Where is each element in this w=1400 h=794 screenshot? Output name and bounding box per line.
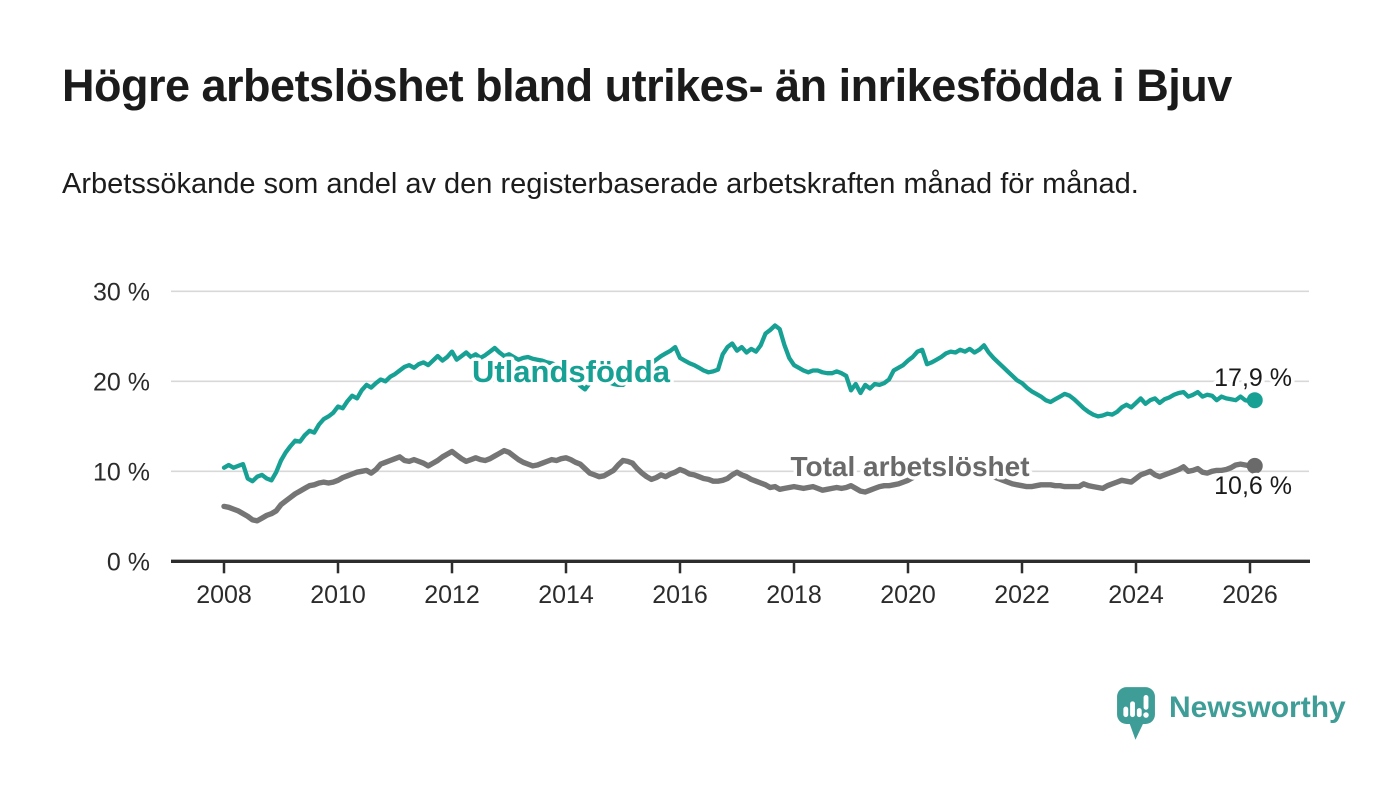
x-axis-label: 2022	[994, 581, 1050, 609]
x-axis-label: 2026	[1222, 581, 1278, 609]
end-dot-total	[1246, 457, 1263, 474]
x-axis-label: 2024	[1108, 581, 1164, 609]
value-label-utlandsfodda: 17,9 %	[1214, 364, 1292, 392]
series-lines	[221, 323, 1263, 524]
series-label-utlandsfodda: Utlandsfödda	[472, 354, 671, 389]
x-axis-label: 2018	[766, 581, 822, 609]
series-line-utlandsfodda	[221, 323, 1257, 484]
y-axis-label: 0 %	[107, 548, 150, 576]
end-dot-utlandsfodda	[1246, 392, 1263, 409]
gridlines-and-axis-labels: 0 % 10 % 20 % 30 %	[93, 278, 1309, 576]
brand-wordmark: Newsworthy	[1169, 691, 1346, 724]
speech-bubble-chart-icon	[1117, 687, 1155, 740]
page-title: Högre arbetslöshet bland utrikes- än inr…	[62, 60, 1232, 111]
y-axis-label: 20 %	[93, 368, 150, 396]
newsworthy-logo: Newsworthy	[1116, 686, 1346, 743]
y-axis-label: 10 %	[93, 458, 150, 486]
value-label-total: 10,6 %	[1214, 472, 1292, 500]
x-axis-label: 2016	[652, 581, 708, 609]
x-axis-label: 2012	[424, 581, 480, 609]
newsworthy-logo-icon	[1117, 687, 1155, 740]
x-axis-label: 2020	[880, 581, 936, 609]
x-axis-label: 2010	[310, 581, 366, 609]
series-line-total	[221, 447, 1258, 524]
y-axis-label: 30 %	[93, 278, 150, 306]
x-axis-label: 2008	[196, 581, 252, 609]
page-subtitle: Arbetssökande som andel av den registerb…	[62, 168, 1139, 200]
series-label-total: Total arbetslöshet	[790, 451, 1029, 482]
x-axis-label: 2014	[538, 581, 594, 609]
x-axis: 2008 2010 2012 2014 2016 2018 2020 2022 2024 2026	[171, 559, 1310, 609]
